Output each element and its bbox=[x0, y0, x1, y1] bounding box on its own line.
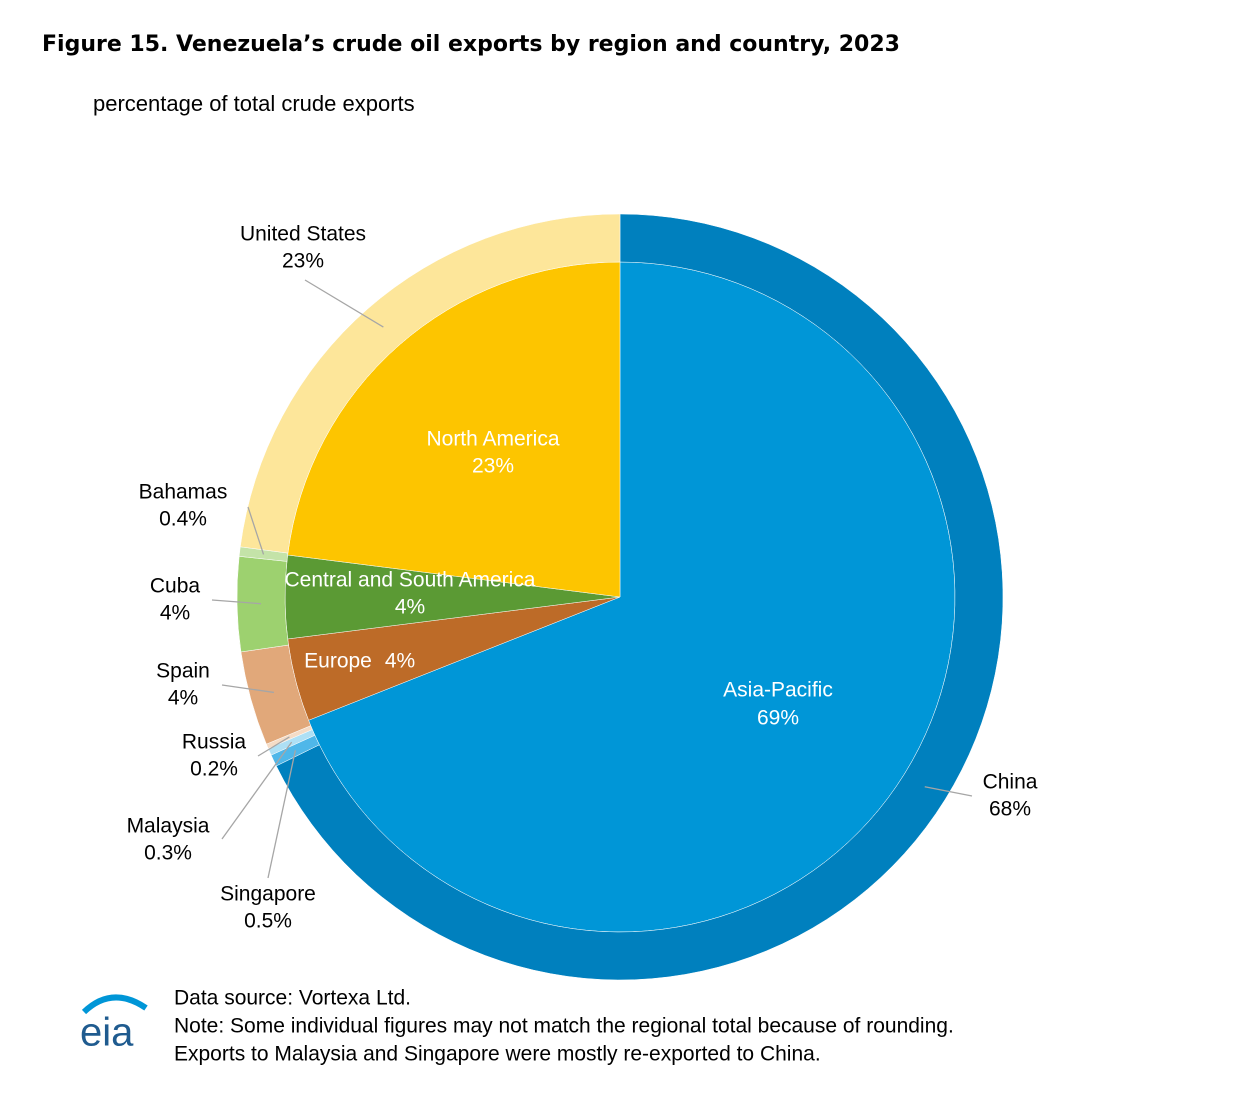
slice-label: Bahamas bbox=[139, 481, 228, 504]
slice-value-label: 23% bbox=[282, 250, 324, 273]
slice-label: Asia-Pacific bbox=[723, 679, 833, 702]
leader-line bbox=[257, 736, 290, 757]
leader-line bbox=[304, 279, 384, 328]
leader-line bbox=[924, 786, 973, 797]
slice-label: Europe bbox=[304, 650, 372, 673]
slice-label: China bbox=[983, 771, 1038, 794]
slice-value-label: 0.4% bbox=[159, 508, 207, 531]
slice-value-label: 0.2% bbox=[190, 758, 238, 781]
source: Data source: Vortexa Ltd. bbox=[174, 987, 411, 1010]
slice-label: Russia bbox=[182, 731, 247, 754]
slice bbox=[240, 213, 621, 554]
logo-text: eia bbox=[80, 1011, 134, 1055]
slice-label: United States bbox=[240, 223, 366, 246]
chart-subtitle: percentage of total crude exports bbox=[93, 91, 415, 116]
note: Note: Some individual figures may not ma… bbox=[174, 1015, 954, 1038]
slice-value-label: 4% bbox=[395, 596, 425, 619]
slice-label: North America bbox=[426, 428, 559, 451]
slice-value-label: 4% bbox=[385, 650, 415, 673]
leader-line bbox=[221, 741, 293, 840]
slice-value-label: 68% bbox=[989, 798, 1031, 821]
slice-label: Spain bbox=[156, 660, 210, 683]
slice-label: Singapore bbox=[220, 883, 316, 906]
logo: eia bbox=[80, 994, 148, 1055]
slice-label: Central and South America bbox=[285, 569, 536, 592]
slice-label: Cuba bbox=[150, 575, 201, 598]
slice-label: Malaysia bbox=[127, 815, 210, 838]
slice-value-label: 69% bbox=[757, 707, 799, 730]
leader-line bbox=[211, 599, 262, 605]
slice-value-label: 0.3% bbox=[144, 842, 192, 865]
slice-value-label: 4% bbox=[168, 687, 198, 710]
slice bbox=[236, 556, 289, 653]
chart-title: Figure 15. Venezuela’s crude oil exports… bbox=[42, 32, 900, 57]
note: Exports to Malaysia and Singapore were m… bbox=[174, 1043, 821, 1066]
slice-value-label: 0.5% bbox=[244, 910, 292, 933]
slice-value-label: 23% bbox=[472, 455, 514, 478]
slice bbox=[275, 213, 1004, 981]
leader-line bbox=[221, 684, 275, 694]
leader-line bbox=[247, 506, 265, 555]
logo-arc bbox=[81, 994, 148, 1015]
slice-value-label: 4% bbox=[160, 602, 190, 625]
leader-line bbox=[267, 750, 297, 879]
